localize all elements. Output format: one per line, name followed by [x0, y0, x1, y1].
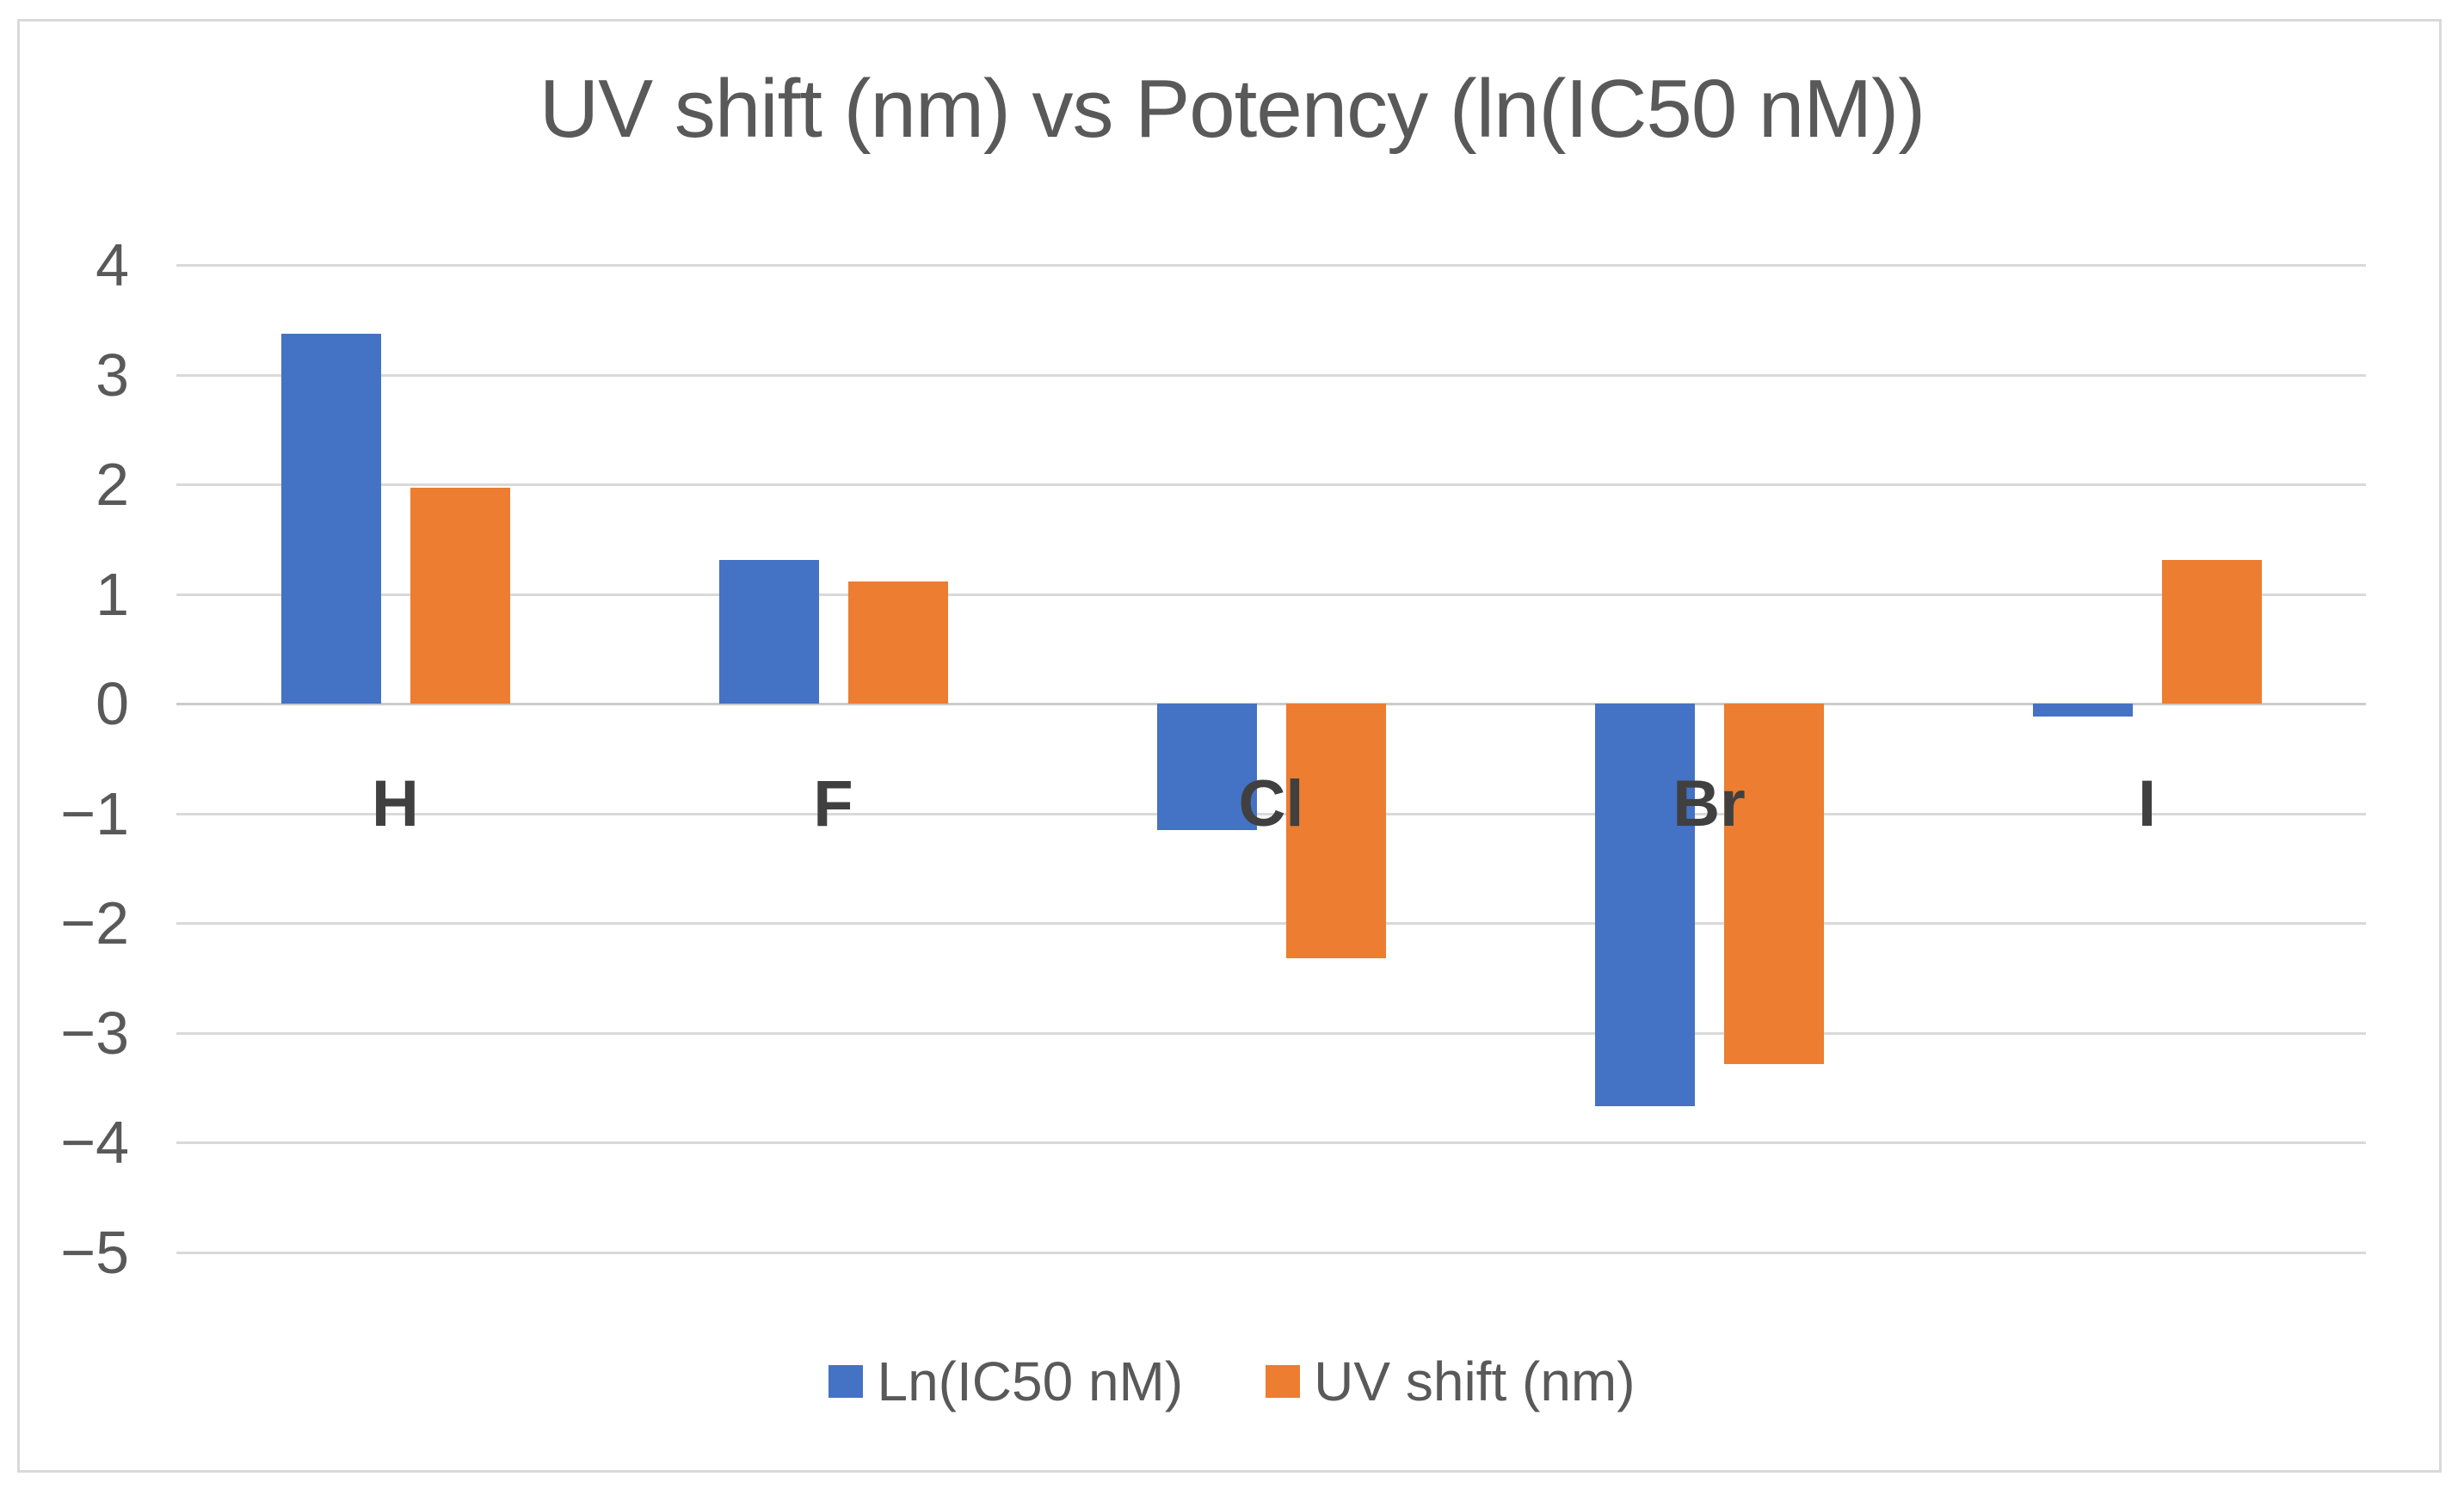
bar-uv-shift-f	[847, 581, 948, 704]
gridline	[176, 1141, 2366, 1144]
category-label-br: Br	[1672, 767, 1746, 840]
bar-ln-ic50-i	[2032, 704, 2133, 717]
gridline	[176, 812, 2366, 815]
y-tick-label: −1	[60, 779, 129, 847]
gridline	[176, 1251, 2366, 1254]
gridline	[176, 483, 2366, 486]
legend-item: UV shift (nm)	[1266, 1350, 1635, 1412]
legend-label: UV shift (nm)	[1314, 1350, 1635, 1412]
gridline	[176, 1031, 2366, 1035]
bar-ln-ic50-cl	[1156, 704, 1257, 830]
legend-item: Ln(IC50 nM)	[829, 1350, 1183, 1412]
y-tick-label: 1	[95, 560, 129, 628]
bar-ln-ic50-br	[1594, 704, 1695, 1106]
gridline	[176, 264, 2366, 267]
y-tick-label: −5	[60, 1218, 129, 1286]
bar-uv-shift-h	[410, 487, 510, 704]
chart-title: UV shift (nm) vs Potency (ln(IC50 nM))	[539, 63, 1925, 155]
y-tick-label: 0	[95, 670, 129, 737]
zero-gridline	[176, 703, 2366, 705]
category-label-i: I	[2137, 767, 2157, 840]
y-tick-label: 2	[95, 451, 129, 518]
y-tick-label: 3	[95, 341, 129, 409]
y-tick-label: 4	[95, 231, 129, 298]
category-label-cl: Cl	[1238, 767, 1304, 840]
legend-swatch-icon	[829, 1365, 864, 1398]
bar-uv-shift-br	[1723, 704, 1824, 1065]
gridline	[176, 593, 2366, 596]
gridline	[176, 922, 2366, 925]
legend-label: Ln(IC50 nM)	[877, 1350, 1184, 1412]
y-tick-label: −2	[60, 889, 129, 957]
bar-uv-shift-i	[2161, 559, 2262, 704]
category-label-f: F	[813, 767, 853, 840]
bar-ln-ic50-f	[718, 559, 819, 704]
category-label-h: H	[372, 767, 419, 840]
y-tick-label: −3	[60, 999, 129, 1067]
y-tick-label: −4	[60, 1109, 129, 1176]
gridline	[176, 373, 2366, 377]
bar-uv-shift-cl	[1285, 704, 1386, 958]
legend-swatch-icon	[1266, 1365, 1301, 1398]
bar-ln-ic50-h	[280, 334, 381, 704]
legend: Ln(IC50 nM) UV shift (nm)	[0, 1350, 2464, 1412]
